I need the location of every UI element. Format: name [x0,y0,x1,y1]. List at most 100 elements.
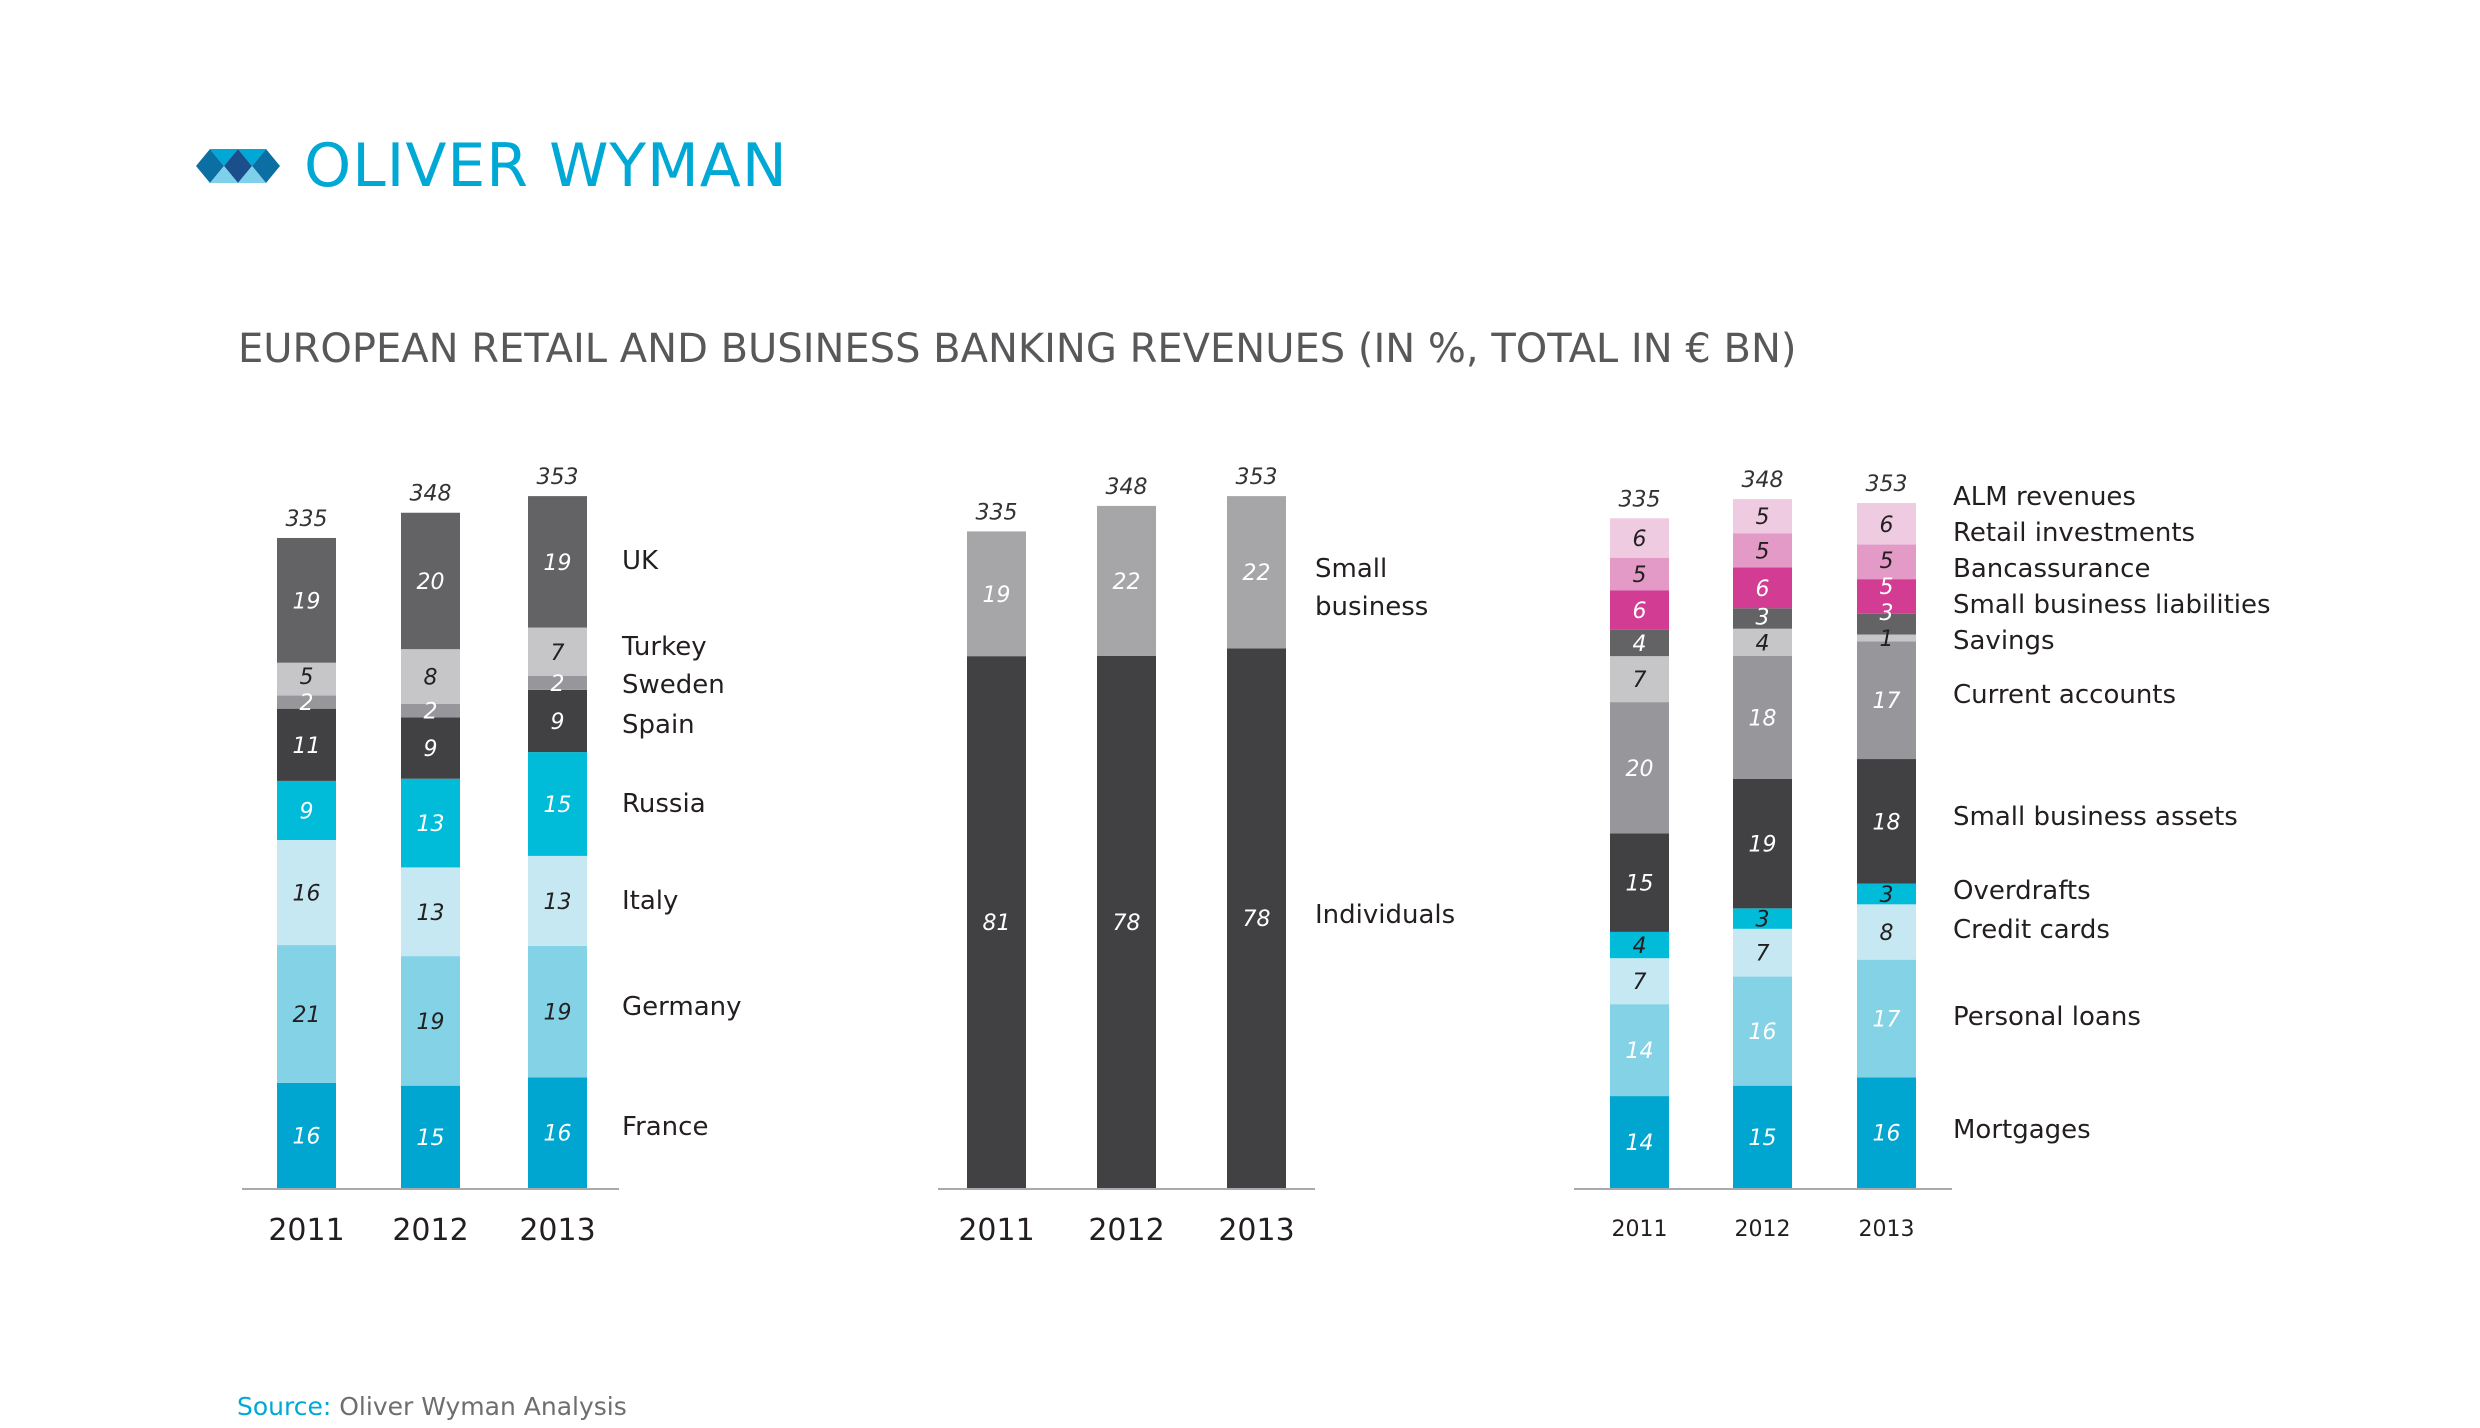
data-label: 14 [1626,1131,1654,1156]
bar-segment-uk [401,512,460,650]
total-label: 353 [537,465,579,490]
bar-segment-uk [528,496,587,628]
bar-segment-italy [528,855,587,946]
total-label: 335 [1619,487,1661,512]
data-label: 78 [1113,911,1141,936]
legend-label: Sweden [622,670,725,700]
bar-segment-current-accounts [1733,655,1792,779]
total-label: 335 [286,507,328,532]
data-label: 18 [1873,810,1901,835]
legend-label: Current accounts [1953,680,2176,710]
data-label: 2 [424,700,438,725]
bar-segment-credit-cards [1733,928,1792,977]
bar-segment-uk [277,537,336,663]
data-label: 9 [300,799,314,824]
data-label: 4 [1633,934,1647,959]
data-label: 6 [1633,527,1647,552]
data-label: 78 [1243,907,1271,932]
data-label: 18 [1749,706,1777,731]
x-tick-label: 2011 [268,1213,344,1248]
data-label: 8 [424,665,438,690]
bar-segment-sweden [401,703,460,718]
data-label: 5 [1633,563,1647,588]
legend-label: Retail investments [1953,518,2195,548]
legend-label: Credit cards [1953,915,2110,945]
data-label: 13 [544,890,572,915]
bar-segment-germany [277,945,336,1083]
logo-text: OLIVER WYMAN [304,131,788,201]
data-label: 3 [1880,883,1894,908]
data-label: 11 [293,734,321,759]
bar-segment-small-business-liabilities [1610,629,1669,657]
source-text: Oliver Wyman Analysis [339,1392,627,1421]
bar-segment-small-business-liabilities [1733,608,1792,629]
bar-segment-sweden [528,676,587,690]
x-tick-label: 2012 [392,1213,468,1248]
x-tick-label: 2013 [519,1213,595,1248]
data-label: 3 [1756,605,1770,630]
bar-segment-germany [528,945,587,1078]
legend-label: Spain [622,710,695,740]
data-label: 6 [1633,599,1647,624]
legend-label: Russia [622,789,706,819]
bar-segment-overdrafts [1610,931,1669,959]
data-label: 3 [1880,601,1894,626]
data-label: 16 [1873,1122,1901,1147]
data-label: 13 [417,901,445,926]
total-label: 353 [1236,465,1278,490]
x-tick-label: 2012 [1088,1213,1164,1248]
bar-segment-spain [277,708,336,781]
bar-segment-retail-investments [1610,557,1669,591]
bar-segment-mortgages [1733,1085,1792,1188]
bar-segment-personal-loans [1857,959,1916,1078]
bar-segment-spain [401,717,460,779]
bar-segment-alm-revenues [1857,503,1916,545]
data-label: 7 [1633,668,1647,693]
data-label: 15 [544,793,572,818]
data-label: 21 [293,1003,321,1028]
bar-segment-bancassurance [1610,590,1669,630]
bar-segment-savings [1610,656,1669,703]
bar-segment-mortgages [1857,1077,1916,1188]
bar-segment-credit-cards [1610,958,1669,1005]
x-tick-label: 2012 [1735,1217,1791,1242]
bar-segment-individuals [1227,648,1286,1188]
bar-segment-italy [277,840,336,946]
data-label: 4 [1633,632,1647,657]
data-label: 5 [300,665,314,690]
data-label: 7 [1633,970,1647,995]
data-label: 16 [544,1122,572,1147]
data-label: 15 [1749,1126,1777,1151]
legend-label: Small business [1315,554,1428,622]
bar-segment-overdrafts [1733,908,1792,929]
bar-segment-credit-cards [1857,904,1916,960]
total-label: 348 [1106,475,1148,500]
data-label: 19 [983,583,1011,608]
bar-segment-small-business [1227,496,1286,649]
data-label: 22 [1243,561,1271,586]
legend-label: Individuals [1315,900,1455,930]
data-label: 16 [1749,1020,1777,1045]
oliver-wyman-logo: OLIVER WYMAN [196,136,788,196]
bar-segment-retail-investments [1733,533,1792,568]
legend-label: Small business assets [1953,802,2238,832]
bar-segment-alm-revenues [1610,518,1669,558]
bar-segment-overdrafts [1857,883,1916,905]
bar-segment-small-business-assets [1857,759,1916,884]
data-label: 19 [544,1001,572,1026]
data-label: 19 [417,1010,445,1035]
total-label: 335 [976,500,1018,525]
bar-segment-individuals [1097,655,1156,1188]
data-label: 9 [551,710,565,735]
bar-segment-bancassurance [1857,579,1916,614]
data-label: 19 [293,589,321,614]
data-label: 81 [983,911,1011,936]
x-tick-label: 2013 [1859,1217,1915,1242]
data-label: 5 [1880,575,1894,600]
logo-mark-icon [196,149,280,183]
data-label: 9 [424,737,438,762]
bar-segment-small-business-assets [1733,778,1792,909]
data-label: 16 [293,882,321,907]
data-label: 19 [1749,833,1777,858]
